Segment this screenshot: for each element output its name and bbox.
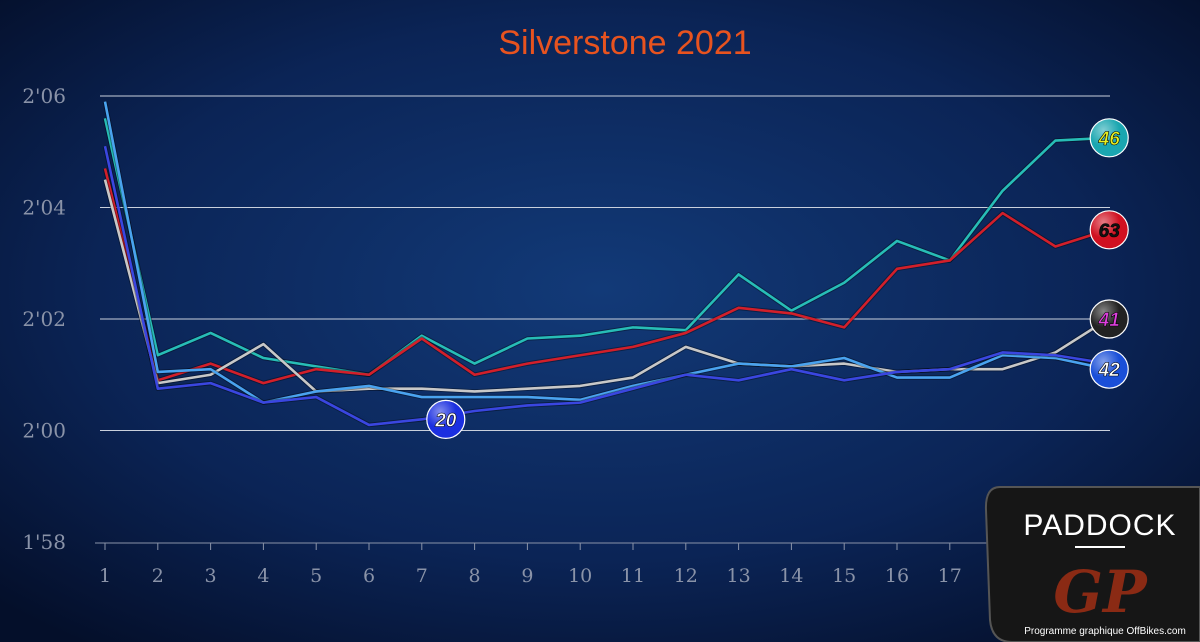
badge-label: 46 <box>1098 129 1121 150</box>
badge-shine <box>1090 350 1129 389</box>
x-tick-label: 17 <box>938 565 962 587</box>
y-axis-ticks: 1'58 2'00 2'02 2'04 2'06 <box>22 84 66 554</box>
badge-41: 41 <box>1089 299 1129 339</box>
badge-label: 63 <box>1099 221 1121 242</box>
x-tick-label: 3 <box>205 565 217 587</box>
y-tick-label: 2'06 <box>22 84 66 108</box>
x-tick-label: 13 <box>727 565 751 587</box>
y-tick-label: 2'02 <box>22 307 66 331</box>
series-line-20 <box>103 145 1109 427</box>
series-line-46 <box>103 118 1109 377</box>
paddock-gp-logo: PADDOCK GP Programme graphique OffBikes.… <box>984 486 1200 642</box>
logo-credit-text: Programme graphique OffBikes.com <box>1024 626 1186 637</box>
grid <box>100 95 1110 431</box>
chart-title: Silverstone 2021 <box>498 24 751 62</box>
badge-46: 46 <box>1089 118 1129 158</box>
badge-label: 20 <box>434 410 457 431</box>
badge-shine <box>1090 210 1129 249</box>
x-tick-label: 12 <box>674 565 698 587</box>
badge-20: 20 <box>426 399 466 439</box>
x-tick-label: 14 <box>779 565 803 587</box>
badge-shine <box>426 400 465 439</box>
rider-badges: 46 63 41 42 20 <box>426 118 1129 439</box>
x-tick-label: 6 <box>363 565 375 587</box>
badge-shine <box>1090 300 1129 338</box>
logo-gp-text: GP <box>1053 558 1148 626</box>
badge-label: 41 <box>1098 310 1120 331</box>
x-tick-label: 4 <box>257 565 269 587</box>
logo-paddock-text: PADDOCK <box>1023 509 1176 542</box>
badge-63: 63 <box>1089 210 1129 250</box>
badge-42: 42 <box>1089 349 1129 389</box>
x-tick-label: 8 <box>469 565 481 587</box>
x-tick-label: 9 <box>521 565 533 587</box>
series-lines <box>102 101 1110 428</box>
badge-shine <box>1090 118 1129 157</box>
y-tick-label: 2'00 <box>22 419 66 443</box>
x-tick-label: 10 <box>568 565 592 587</box>
x-tick-label: 15 <box>832 565 856 587</box>
x-tick-label: 7 <box>416 565 428 587</box>
x-tick-label: 2 <box>152 565 164 587</box>
y-tick-label: 1'58 <box>22 530 66 554</box>
x-tick-label: 16 <box>885 565 909 587</box>
badge-label: 42 <box>1098 360 1121 381</box>
x-tick-label: 5 <box>310 565 322 587</box>
x-tick-label: 11 <box>621 565 645 587</box>
x-tick-label: 1 <box>99 565 111 587</box>
series-line-63 <box>103 168 1109 385</box>
y-tick-label: 2'04 <box>22 196 66 220</box>
